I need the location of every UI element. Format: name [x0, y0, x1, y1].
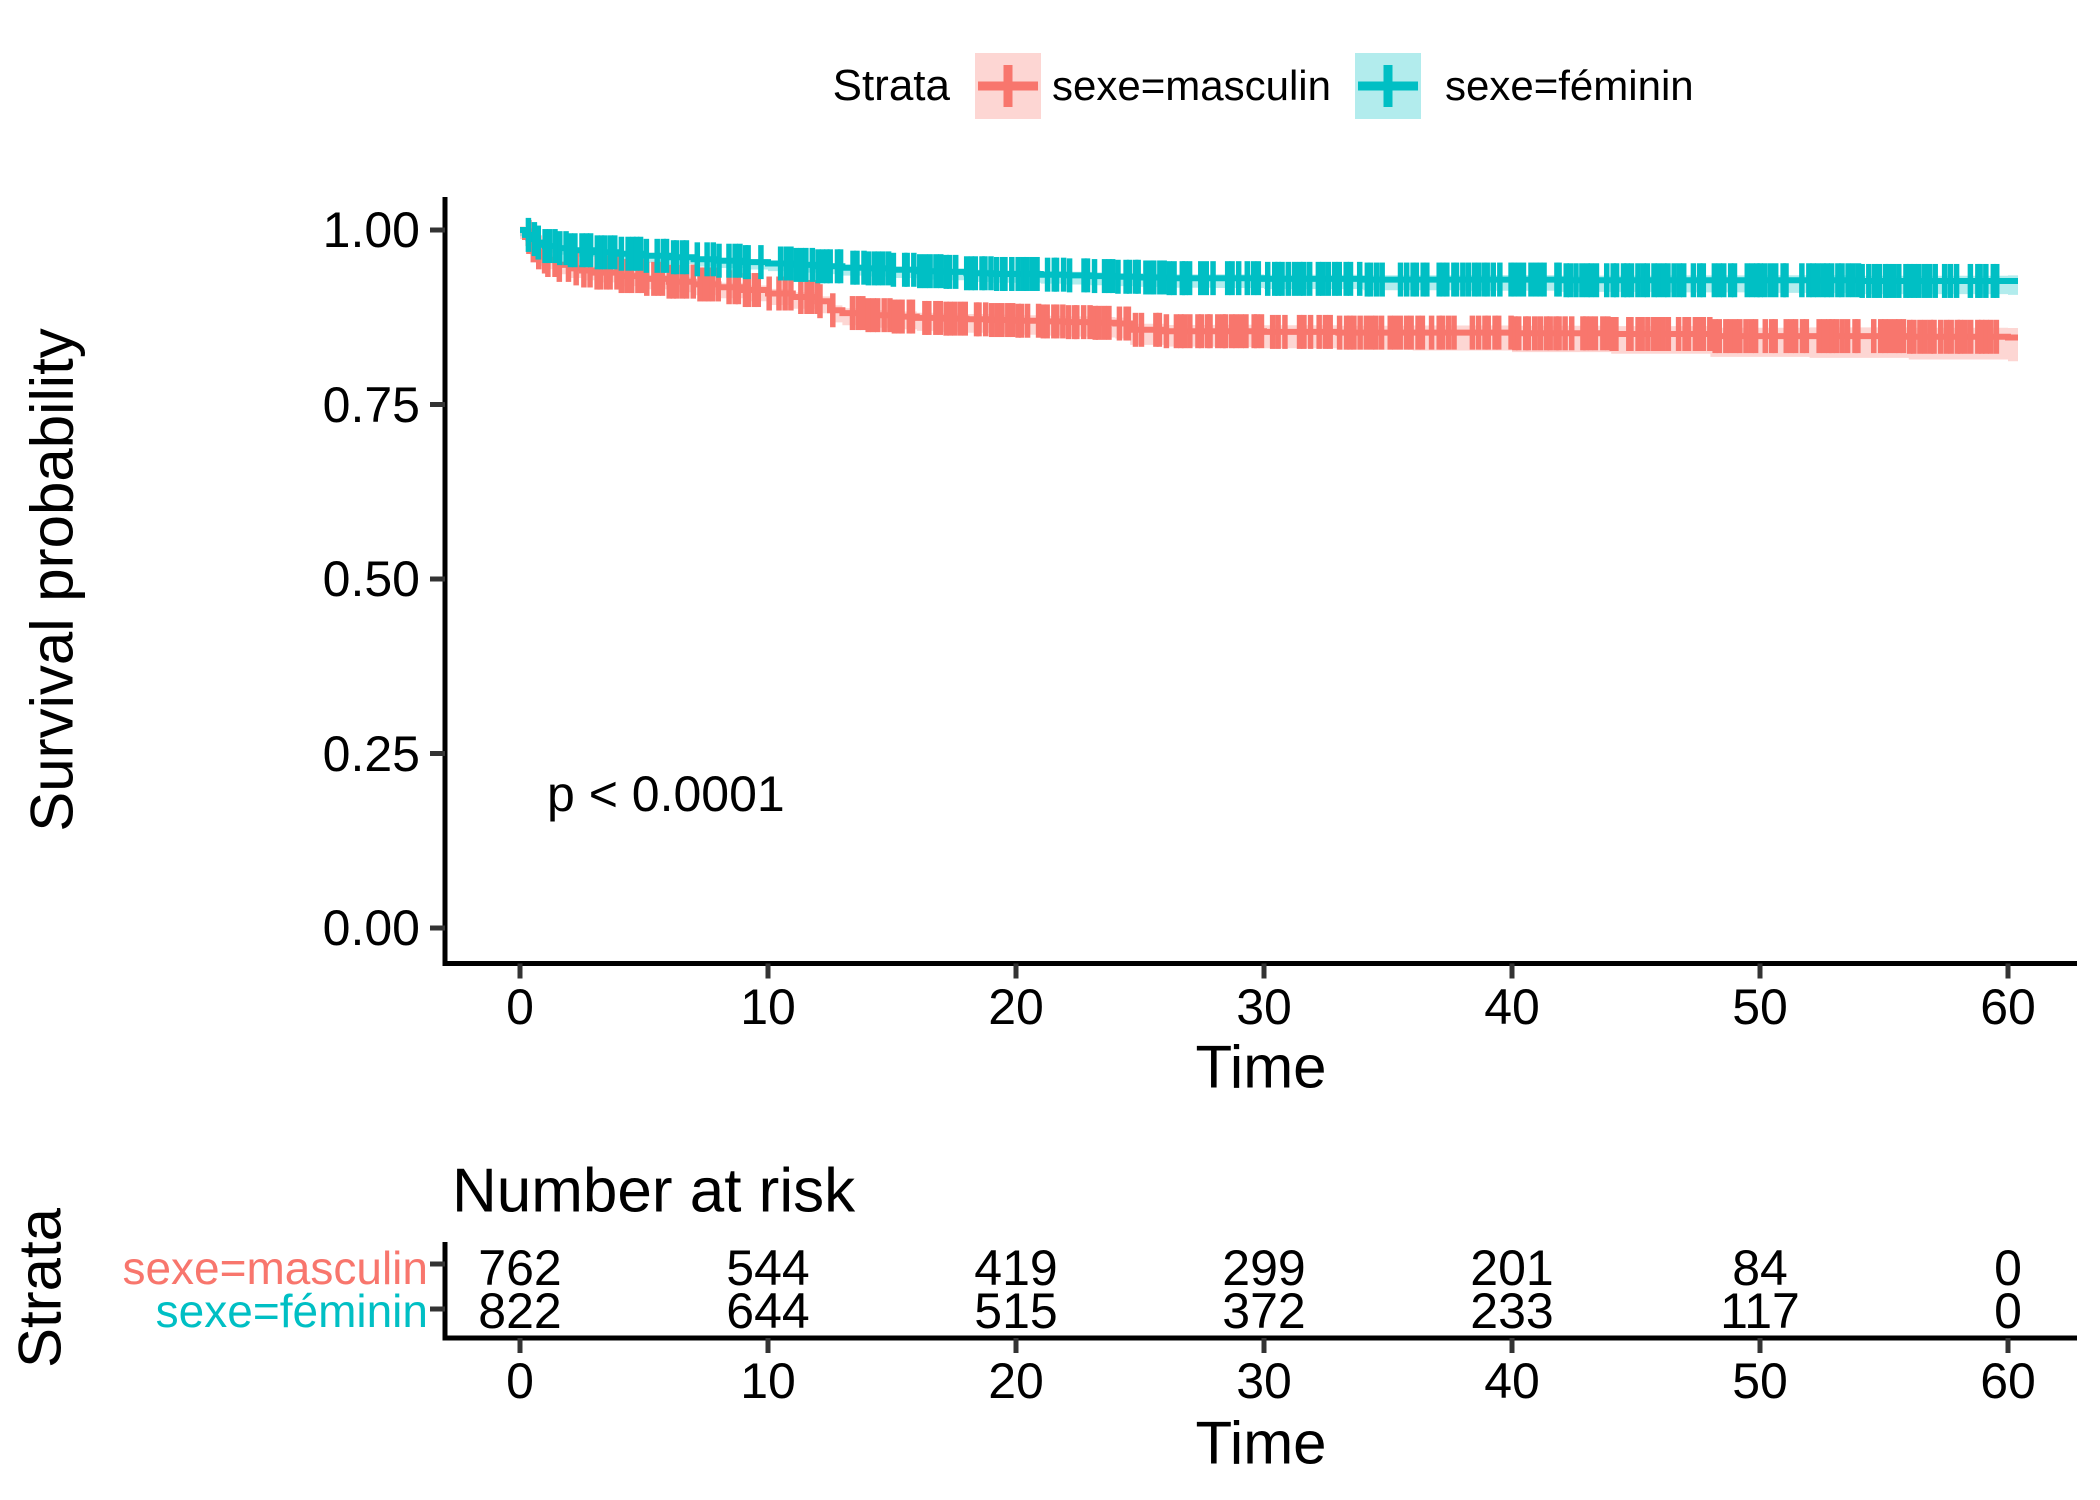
x-tick-label: 0 — [506, 979, 534, 1035]
risk-row-label-masculin: sexe=masculin — [122, 1242, 428, 1294]
risk-x-tick-label: 10 — [740, 1353, 796, 1409]
y-tick-label: 1.00 — [322, 202, 420, 258]
y-tick-label: 0.50 — [322, 551, 420, 607]
legend-label-masculin: sexe=masculin — [1052, 62, 1331, 109]
risk-x-tick-label: 50 — [1732, 1353, 1788, 1409]
risk-count: 372 — [1222, 1283, 1306, 1339]
legend-title: Strata — [832, 61, 950, 110]
y-tick-label: 0.00 — [322, 900, 420, 956]
risk-count: 544 — [726, 1240, 810, 1296]
risk-x-tick-label: 60 — [1980, 1353, 2036, 1409]
risk-count: 822 — [478, 1283, 562, 1339]
risk-count: 419 — [974, 1240, 1058, 1296]
legend-key-feminin-icon — [1355, 53, 1421, 119]
risk-x-tick-label: 0 — [506, 1353, 534, 1409]
risk-row-label-feminin: sexe=féminin — [155, 1285, 428, 1337]
risk-count: 762 — [478, 1240, 562, 1296]
x-axis-title: Time — [1195, 1033, 1327, 1101]
y-tick-label: 0.75 — [322, 376, 420, 433]
risk-count: 515 — [974, 1283, 1058, 1339]
x-tick-label: 60 — [1980, 979, 2036, 1035]
risk-count: 233 — [1470, 1283, 1554, 1339]
risk-count: 299 — [1222, 1240, 1306, 1296]
risk-table-x-axis-title: Time — [1195, 1409, 1327, 1477]
p-value-annotation: p < 0.0001 — [547, 766, 785, 822]
y-tick-label: 0.25 — [322, 725, 420, 782]
y-axis-title: Survival probability — [18, 328, 86, 832]
legend-label-feminin: sexe=féminin — [1445, 62, 1694, 109]
risk-x-tick-label: 40 — [1484, 1353, 1540, 1409]
x-tick-label: 40 — [1484, 979, 1540, 1035]
x-tick-label: 30 — [1236, 979, 1292, 1035]
x-tick-label: 50 — [1732, 979, 1788, 1035]
risk-table-axis-title: Strata — [6, 1207, 74, 1369]
risk-count: 0 — [1994, 1283, 2022, 1339]
risk-x-tick-label: 30 — [1236, 1353, 1292, 1409]
risk-count: 201 — [1470, 1240, 1554, 1296]
risk-count: 84 — [1732, 1240, 1788, 1296]
risk-count: 644 — [726, 1283, 810, 1339]
risk-x-tick-label: 20 — [988, 1353, 1044, 1409]
risk-count: 0 — [1994, 1240, 2022, 1296]
risk-count: 117 — [1720, 1283, 1800, 1339]
legend-key-masculin-icon — [975, 53, 1041, 119]
x-tick-label: 20 — [988, 979, 1044, 1035]
risk-table-title: Number at risk — [452, 1156, 856, 1226]
x-tick-label: 10 — [740, 979, 796, 1035]
